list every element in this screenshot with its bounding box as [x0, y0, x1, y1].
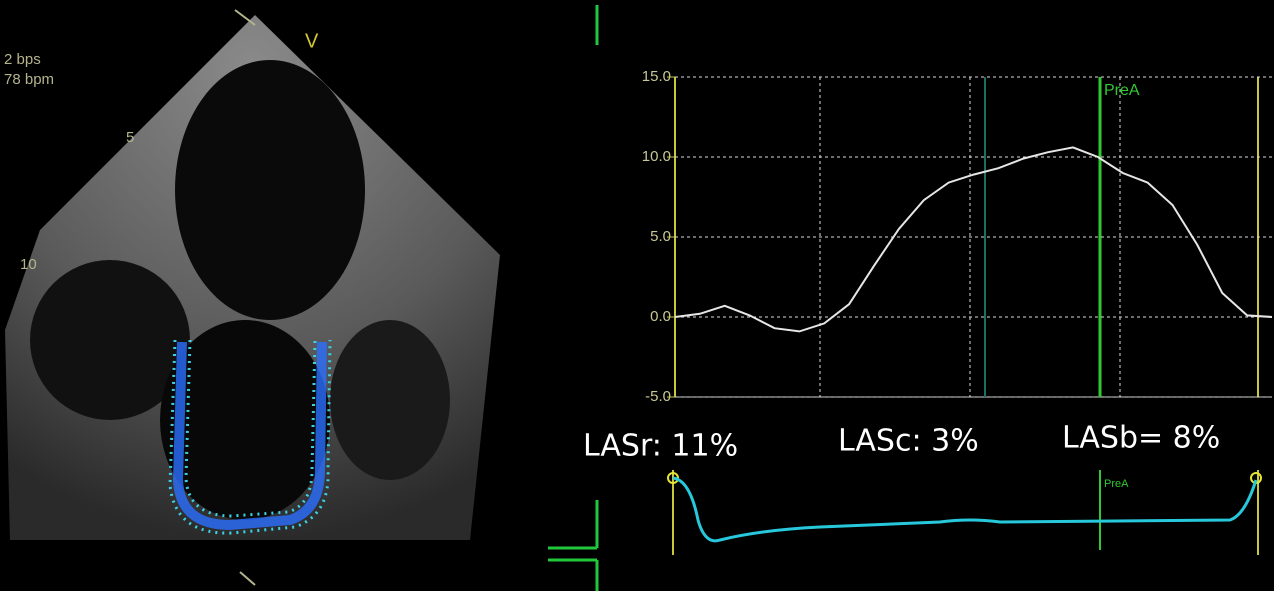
annotation: LASc: 3%	[838, 424, 979, 459]
heart-rate: 78 bpm	[4, 71, 54, 88]
depth-label: 5	[126, 129, 134, 146]
y-tick-label: 10.0	[642, 148, 671, 165]
annotation: LASr: 11%	[583, 429, 738, 464]
annotation: LASb= 8%	[1062, 421, 1220, 456]
probe-mark: V	[305, 30, 319, 52]
event-label: PreA	[1104, 82, 1140, 99]
event-label: PreA	[1104, 478, 1129, 490]
y-tick-label: 0.0	[650, 308, 671, 325]
y-tick-label: 5.0	[650, 228, 671, 245]
y-tick-label: 15.0	[642, 68, 671, 85]
heart-rate: 2 bps	[4, 51, 41, 68]
strain-curve	[675, 147, 1272, 331]
ultrasound-image	[5, 10, 500, 585]
y-tick-label: -5.0	[645, 388, 671, 405]
screen: 2 bps 78 bpm V 5 10 PreA -5.0 0.0 5.0 10.0 1…	[0, 0, 1274, 591]
frame-marks	[548, 5, 597, 591]
depth-label: 10	[20, 256, 37, 273]
mini-trace	[668, 470, 1261, 555]
